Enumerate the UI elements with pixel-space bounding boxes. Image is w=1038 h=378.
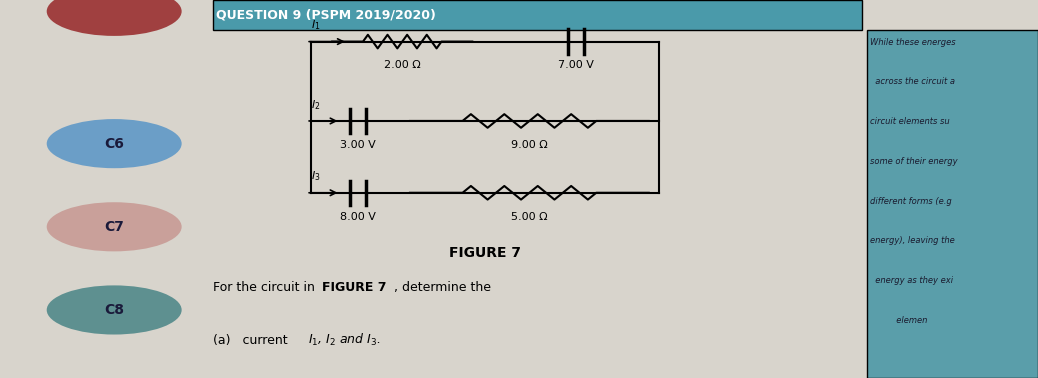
Circle shape (47, 202, 182, 251)
Text: C8: C8 (104, 303, 125, 317)
Text: $I_1$: $I_1$ (311, 18, 321, 32)
Text: energy as they exi: energy as they exi (870, 276, 953, 285)
Text: FIGURE 7: FIGURE 7 (322, 281, 386, 294)
Text: 8.00 V: 8.00 V (340, 212, 376, 222)
Text: (a)   current: (a) current (213, 334, 292, 347)
Circle shape (47, 285, 182, 335)
Text: elemen: elemen (870, 316, 927, 325)
Text: C6: C6 (104, 136, 125, 151)
FancyBboxPatch shape (213, 0, 862, 30)
Text: 7.00 V: 7.00 V (558, 60, 594, 70)
Text: FIGURE 7: FIGURE 7 (449, 246, 521, 260)
FancyBboxPatch shape (867, 30, 1038, 378)
Text: While these energes: While these energes (870, 38, 955, 47)
Text: 9.00 Ω: 9.00 Ω (511, 140, 548, 150)
Text: C7: C7 (104, 220, 125, 234)
Text: 2.00 Ω: 2.00 Ω (384, 60, 420, 70)
Circle shape (47, 0, 182, 36)
Text: some of their energy: some of their energy (870, 157, 957, 166)
Text: 5.00 Ω: 5.00 Ω (511, 212, 548, 222)
Text: across the circuit a: across the circuit a (870, 77, 955, 87)
Text: , determine the: , determine the (394, 281, 491, 294)
Text: energy), leaving the: energy), leaving the (870, 236, 955, 245)
Text: QUESTION 9 (PSPM 2019/2020): QUESTION 9 (PSPM 2019/2020) (216, 9, 436, 22)
Text: For the circuit in: For the circuit in (213, 281, 319, 294)
Text: $I_2$: $I_2$ (311, 98, 321, 112)
Text: $I_3$: $I_3$ (311, 169, 321, 183)
Text: circuit elements su: circuit elements su (870, 117, 950, 126)
Circle shape (47, 119, 182, 168)
Text: $I_1$, $I_2$ and $I_3$.: $I_1$, $I_2$ and $I_3$. (308, 332, 381, 348)
Text: different forms (e.g: different forms (e.g (870, 197, 952, 206)
Text: 3.00 V: 3.00 V (340, 140, 376, 150)
